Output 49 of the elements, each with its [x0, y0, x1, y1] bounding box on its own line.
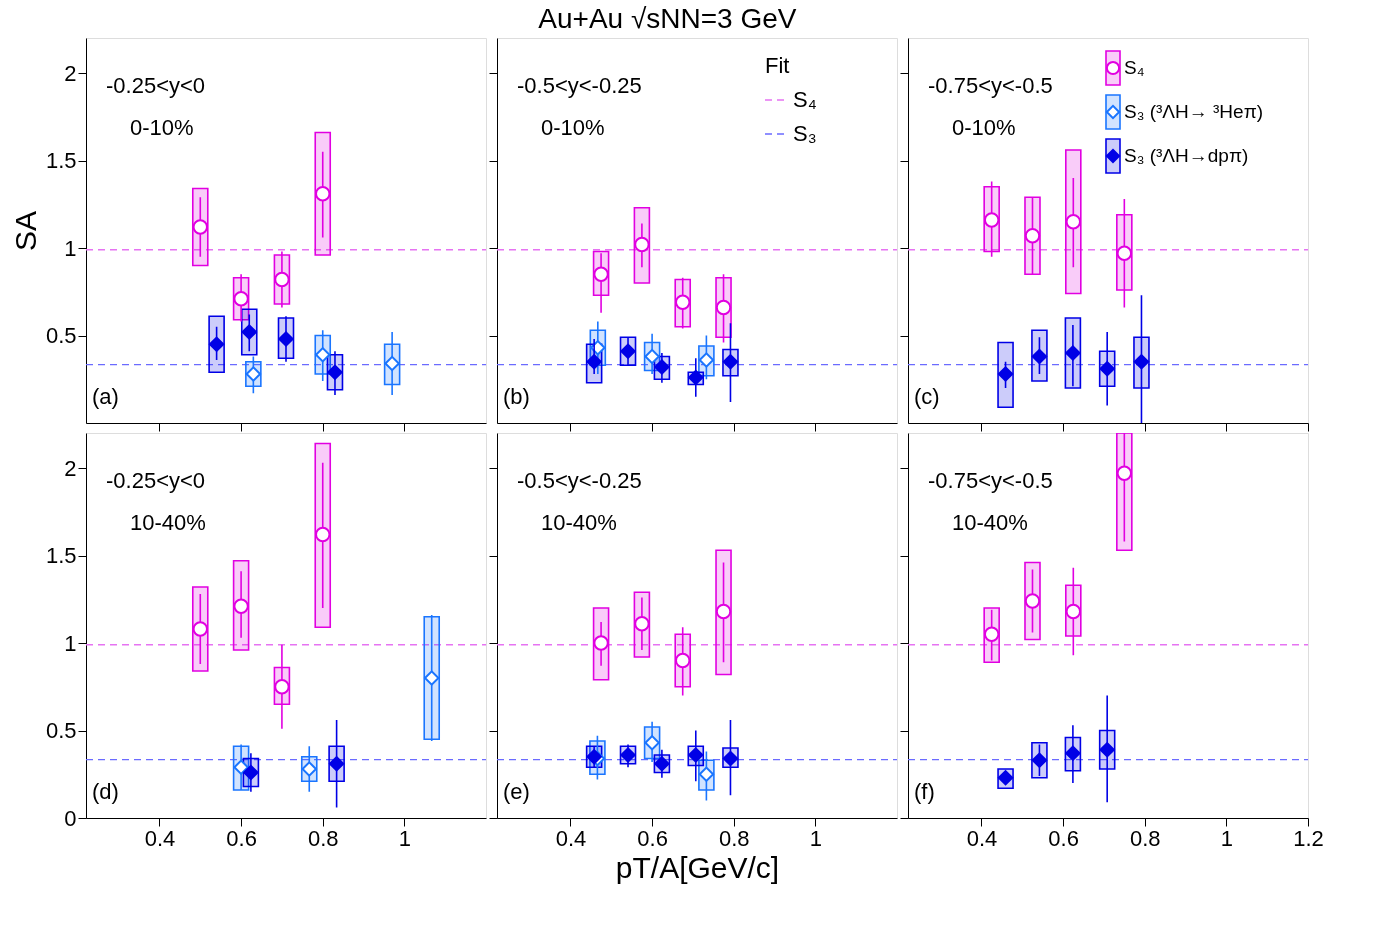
y-tick-label: 0 — [64, 805, 77, 831]
x-tick-label: 0.6 — [1048, 825, 1079, 851]
annotation: (e) — [503, 779, 530, 804]
y-tick-label: 0.5 — [45, 718, 77, 743]
annotation: 0-10% — [130, 115, 194, 140]
x-tick-label: 1 — [1220, 825, 1233, 851]
annotation: -0.5<y<-0.25 — [517, 468, 642, 493]
y-tick-label: 0.5 — [45, 323, 77, 348]
annotation: -0.5<y<-0.25 — [517, 73, 642, 98]
y-tick-label: 1 — [64, 235, 77, 261]
legend-label: S₃ (³ΛH→dpπ) — [1124, 145, 1249, 166]
legend-label: S₄ — [793, 87, 817, 112]
annotation: 10-40% — [541, 510, 617, 535]
x-tick-label: 0.8 — [307, 825, 339, 851]
annotation: 10-40% — [130, 510, 206, 535]
annotation: 10-40% — [952, 510, 1028, 535]
x-tick-label: 0.4 — [144, 825, 176, 851]
y-axis-title: SA — [8, 210, 42, 252]
annotation: 0-10% — [952, 115, 1016, 140]
annotation: -0.25<y<0 — [106, 468, 206, 493]
annotation: (c) — [914, 384, 940, 409]
y-tick-label: 1.5 — [45, 543, 77, 568]
annotation: -0.75<y<-0.5 — [928, 73, 1053, 98]
x-tick-label: 0.6 — [226, 825, 257, 851]
annotation: -0.25<y<0 — [106, 73, 206, 98]
x-tick-label: 1.2 — [1293, 825, 1324, 851]
legend-label: S₃ (³ΛH→ ³Heπ) — [1124, 101, 1264, 122]
x-tick-label: 0.8 — [718, 825, 750, 851]
annotation: (d) — [92, 779, 119, 804]
annotation: (b) — [503, 384, 530, 409]
x-tick-label: 0.8 — [1129, 825, 1161, 851]
x-tick-label: 1 — [809, 825, 822, 851]
legend-label: S₄ — [1124, 57, 1145, 78]
legend-label: S₃ — [793, 121, 817, 146]
y-tick-label: 2 — [64, 60, 77, 86]
annotation: (f) — [914, 779, 935, 804]
x-tick-label: 0.4 — [966, 825, 998, 851]
annotation: (a) — [92, 384, 119, 409]
x-tick-label: 1 — [398, 825, 411, 851]
annotation: -0.75<y<-0.5 — [928, 468, 1053, 493]
x-tick-label: 0.4 — [555, 825, 587, 851]
legend-title: Fit — [765, 53, 790, 78]
x-axis-title: pT/A[GeV/c] — [615, 850, 780, 884]
y-tick-label: 1.5 — [45, 148, 77, 173]
x-tick-label: 0.6 — [637, 825, 668, 851]
annotation: 0-10% — [541, 115, 605, 140]
y-tick-label: 2 — [64, 455, 77, 481]
chart-title: Au+Au √sNN=3 GeV — [538, 2, 797, 34]
y-tick-label: 1 — [64, 630, 77, 656]
